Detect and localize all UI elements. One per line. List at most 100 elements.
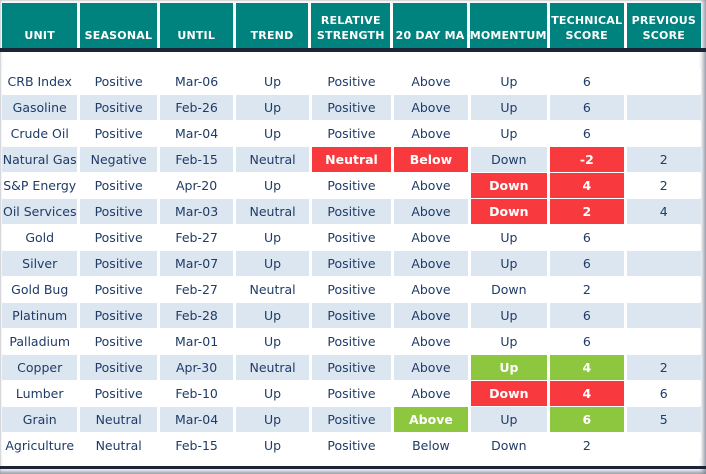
cell-ma20: Above (394, 303, 468, 328)
cell-prev_score (626, 121, 701, 146)
cell-tech_score: 6 (550, 251, 624, 276)
cell-trend: Neutral (236, 355, 309, 380)
cell-unit: Palladium (2, 329, 78, 354)
cell-prev_score (626, 277, 701, 302)
cell-momentum: Up (470, 355, 548, 380)
table-row: Agriculture Neutral Feb-15 Up Positive Below D… (2, 433, 704, 458)
cell-until: Mar-07 (159, 251, 234, 276)
cell-ma20: Below (394, 147, 468, 172)
cell-tech_score: 2 (550, 433, 624, 458)
footer-divider (0, 466, 706, 469)
cell-seasonal: Positive (80, 121, 157, 146)
cell-prev_score (626, 329, 701, 354)
cell-prev_score: 4 (626, 199, 701, 224)
cell-trend: Up (236, 407, 309, 432)
cell-unit: Grain (2, 407, 78, 432)
cell-rel_strength: Positive (311, 121, 392, 146)
cell-tech_score: 6 (550, 69, 624, 94)
cell-rel_strength: Positive (311, 173, 392, 198)
table-row: Oil Services Positive Mar-03 Neutral Positiv… (2, 199, 704, 224)
cell-trend: Up (236, 173, 309, 198)
cell-momentum: Down (470, 433, 548, 458)
cell-unit: Crude Oil (2, 121, 78, 146)
cell-until: Feb-27 (159, 277, 234, 302)
cell-tech_score: 6 (550, 303, 624, 328)
cell-rel_strength: Positive (311, 329, 392, 354)
cell-prev_score (626, 433, 701, 458)
cell-unit: Silver (2, 251, 78, 276)
cell-unit: Gold Bug (2, 277, 78, 302)
cell-rel_strength: Positive (311, 95, 392, 120)
cell-trend: Neutral (236, 199, 309, 224)
cell-trend: Neutral (236, 277, 309, 302)
cell-unit: Agriculture (2, 433, 78, 458)
column-header-trend: TREND (235, 3, 309, 48)
cell-ma20: Below (394, 433, 468, 458)
cell-prev_score: 5 (626, 407, 701, 432)
cell-ma20: Above (394, 381, 468, 406)
cell-seasonal: Positive (80, 69, 157, 94)
cell-rel_strength: Positive (311, 277, 392, 302)
cell-momentum: Up (470, 121, 548, 146)
cell-momentum: Down (470, 199, 548, 224)
cell-unit: S&P Energy (2, 173, 78, 198)
table-row: Copper Positive Apr-30 Neutral Positive Above… (2, 355, 704, 380)
cell-rel_strength: Positive (311, 407, 392, 432)
cell-rel_strength: Positive (311, 69, 392, 94)
table-row: Palladium Positive Mar-01 Up Positive Above Up… (2, 329, 704, 354)
cell-seasonal: Positive (80, 95, 157, 120)
cell-until: Mar-01 (159, 329, 234, 354)
cell-until: Mar-04 (159, 407, 234, 432)
cell-rel_strength: Positive (311, 251, 392, 276)
column-header-tech_score: TECHNICAL SCORE (549, 3, 624, 48)
table: UNIT SEASONAL UNTIL TREND RELATIVE STRENGTH 2… (0, 3, 706, 469)
cell-momentum: Up (470, 95, 548, 120)
cell-tech_score: -2 (550, 147, 624, 172)
table-row: Natural Gas Negative Feb-15 Neutral Neutral B… (2, 147, 704, 172)
cell-ma20: Above (394, 329, 468, 354)
cell-momentum: Down (470, 381, 548, 406)
spacer-row (2, 459, 704, 466)
spacer-row (2, 52, 704, 69)
cell-unit: Gold (2, 225, 78, 250)
table-row: Platinum Positive Feb-28 Up Positive Above Up 6 (2, 303, 704, 328)
cell-until: Feb-10 (159, 381, 234, 406)
column-header-prev_score: PREVIOUS SCORE (626, 3, 701, 48)
cell-tech_score: 4 (550, 173, 624, 198)
table-row: Gold Bug Positive Feb-27 Neutral Positive Abo… (2, 277, 704, 302)
cell-seasonal: Negative (80, 147, 157, 172)
cell-rel_strength: Positive (311, 199, 392, 224)
cell-momentum: Up (470, 251, 548, 276)
cell-tech_score: 6 (550, 329, 624, 354)
cell-trend: Up (236, 69, 309, 94)
cell-prev_score (626, 95, 701, 120)
column-header-momentum: MOMENTUM (469, 3, 547, 48)
cell-momentum: Down (470, 277, 548, 302)
cell-tech_score: 2 (550, 199, 624, 224)
cell-until: Feb-26 (159, 95, 234, 120)
cell-trend: Up (236, 95, 309, 120)
cell-prev_score (626, 251, 701, 276)
cell-until: Apr-30 (159, 355, 234, 380)
cell-momentum: Up (470, 69, 548, 94)
cell-ma20: Above (394, 355, 468, 380)
table-row: Silver Positive Mar-07 Up Positive Above Up 6 (2, 251, 704, 276)
cell-ma20: Above (394, 95, 468, 120)
cell-until: Feb-15 (159, 147, 234, 172)
cell-ma20: Above (394, 251, 468, 276)
cell-prev_score: 2 (626, 355, 701, 380)
cell-trend: Up (236, 329, 309, 354)
table-row: Lumber Positive Feb-10 Up Positive Above Down 4… (2, 381, 704, 406)
cell-seasonal: Positive (80, 173, 157, 198)
cell-seasonal: Neutral (80, 433, 157, 458)
cell-ma20: Above (394, 173, 468, 198)
cell-unit: Lumber (2, 381, 78, 406)
cell-momentum: Up (470, 303, 548, 328)
cell-trend: Up (236, 251, 309, 276)
cell-seasonal: Positive (80, 199, 157, 224)
cell-unit: Copper (2, 355, 78, 380)
cell-until: Feb-28 (159, 303, 234, 328)
cell-seasonal: Positive (80, 329, 157, 354)
cell-trend: Up (236, 225, 309, 250)
